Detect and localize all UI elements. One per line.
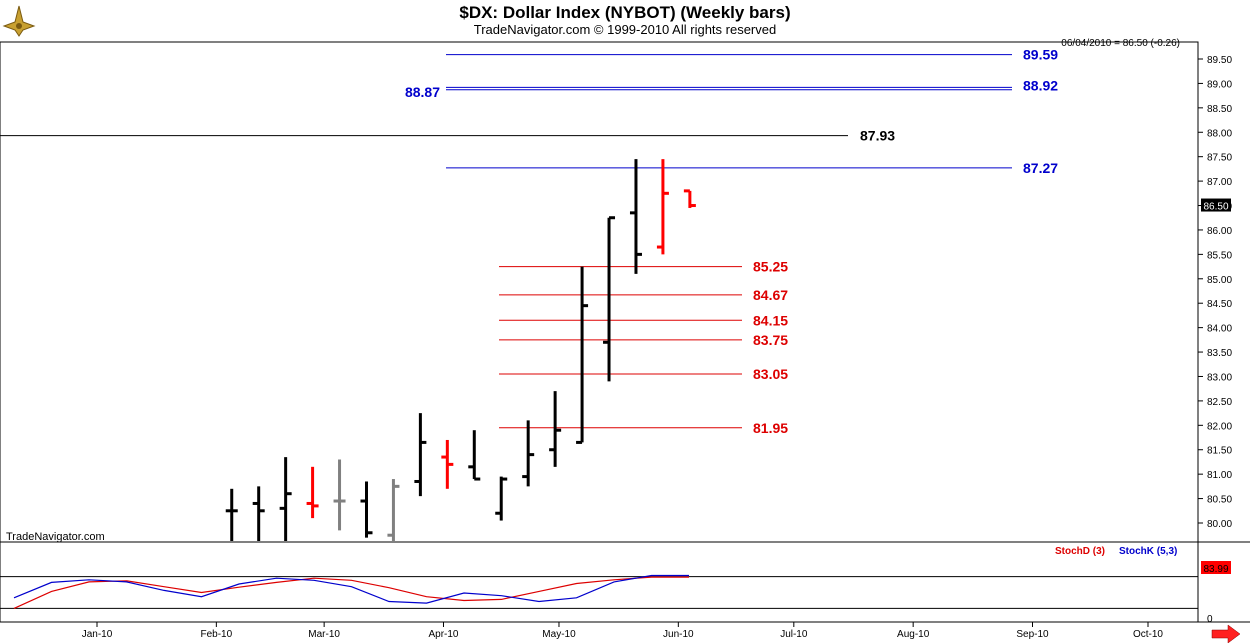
chart-subtitle: TradeNavigator.com © 1999-2010 All right… (474, 22, 776, 37)
y-tick-label: 86.00 (1207, 226, 1232, 237)
x-tick-label: Feb-10 (201, 629, 233, 640)
y-tick-label: 85.00 (1207, 275, 1232, 286)
stoch-zero-tick: 0 (1207, 614, 1213, 625)
y-tick-label: 89.00 (1207, 79, 1232, 90)
stoch-last-tag (1201, 561, 1231, 574)
level-label: 87.27 (1023, 160, 1058, 176)
y-tick-label: 83.00 (1207, 372, 1232, 383)
level-label: 83.05 (753, 366, 788, 382)
quote-readout: 06/04/2010 = 86.50 (-0.26) (1061, 38, 1180, 49)
tradenavigator-logo-icon (2, 5, 36, 37)
y-tick-label: 84.50 (1207, 299, 1232, 310)
x-tick-label: Oct-10 (1133, 629, 1163, 640)
stochk-line (13, 574, 689, 604)
level-label: 88.92 (1023, 77, 1058, 93)
stochd-line (13, 576, 689, 609)
y-tick-label: 81.00 (1207, 470, 1232, 481)
x-tick-label: Jul-10 (780, 629, 808, 640)
y-tick-label: 80.50 (1207, 495, 1232, 506)
level-label: 85.25 (753, 259, 788, 275)
y-tick-label: 81.50 (1207, 446, 1232, 457)
y-tick-label: 87.50 (1207, 153, 1232, 164)
level-label: 83.75 (753, 332, 788, 348)
y-tick-label: 87.00 (1207, 177, 1232, 188)
y-tick-label: 82.50 (1207, 397, 1232, 408)
x-tick-label: Jan-10 (82, 629, 113, 640)
stochd-legend: StochD (3) (1055, 546, 1105, 557)
y-tick-label: 83.50 (1207, 348, 1232, 359)
watermark: TradeNavigator.com (6, 531, 105, 543)
scroll-right-arrow-icon[interactable] (1211, 624, 1241, 643)
x-tick-label: Sep-10 (1016, 629, 1049, 640)
last-price-label: 86.50 (1203, 202, 1228, 213)
last-price-tag (1201, 198, 1231, 212)
y-tick-label: 82.00 (1207, 421, 1232, 432)
y-tick-label: 88.50 (1207, 104, 1232, 115)
level-label: 84.67 (753, 287, 788, 303)
support-resistance-levels: 89.59 88.92 88.87 87.93 87.27 85.25 84.67 84.15… (0, 47, 1058, 436)
y-tick-label: 80.00 (1207, 519, 1232, 530)
x-axis: Jan-10 Feb-10 Mar-10 Apr-10 May-10 Jun-10 Jul-… (82, 622, 1163, 640)
price-panel-frame (0, 41, 1199, 543)
level-label: 84.15 (753, 312, 788, 328)
chart-title: $DX: Dollar Index (NYBOT) (Weekly bars) (459, 3, 790, 22)
stochk-legend: StochK (5,3) (1119, 546, 1177, 557)
level-label: 81.95 (753, 420, 788, 436)
y-tick-label: 88.00 (1207, 128, 1232, 139)
y-tick-label: 89.50 (1207, 55, 1232, 66)
stoch-panel-frame (0, 541, 1199, 623)
level-label: 87.93 (860, 128, 895, 144)
y-tick-label: 85.50 (1207, 250, 1232, 261)
y-tick-label: 84.00 (1207, 324, 1232, 335)
level-label: 88.87 (405, 84, 440, 100)
x-tick-label: Aug-10 (897, 629, 930, 640)
y-axis: 80.00 80.50 81.00 81.50 82.00 82.50 83.00 83.50… (1198, 55, 1232, 530)
stoch-last-label: 83.99 (1203, 564, 1228, 575)
x-tick-label: May-10 (542, 629, 576, 640)
x-tick-label: Apr-10 (428, 629, 458, 640)
x-tick-label: Jun-10 (663, 629, 694, 640)
level-label: 89.59 (1023, 47, 1058, 63)
x-tick-label: Mar-10 (308, 629, 340, 640)
stochastic-panel (0, 574, 1198, 609)
price-bars (225, 159, 696, 541)
